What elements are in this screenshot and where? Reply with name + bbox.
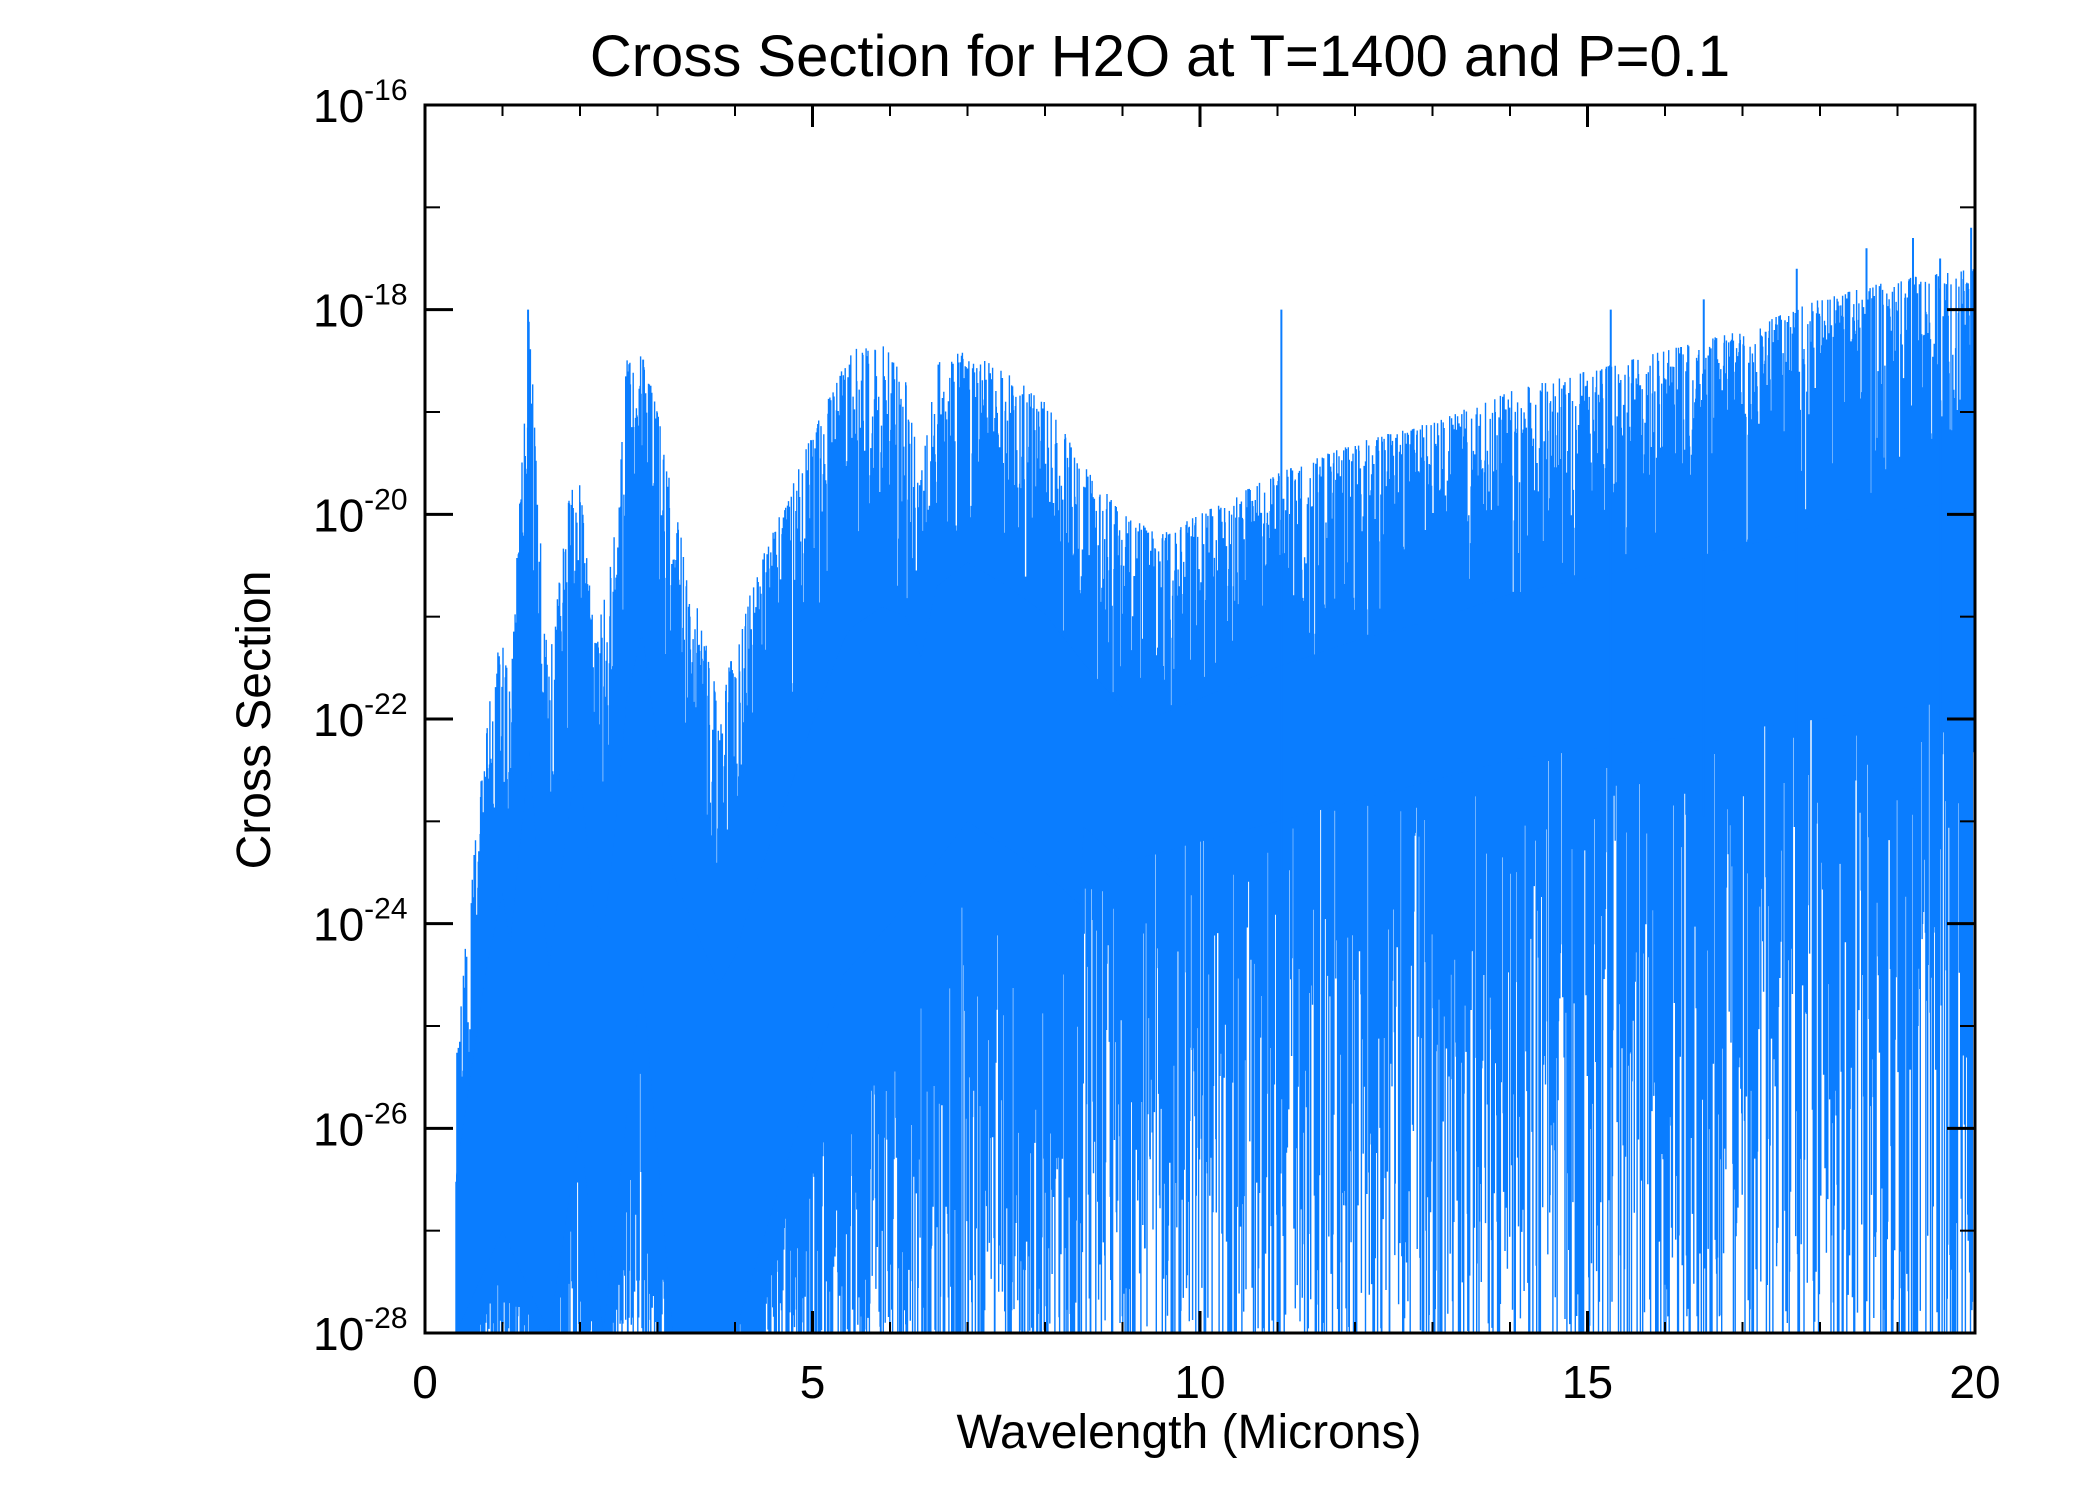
y-axis-label: Cross Section [228, 571, 281, 870]
chart-title: Cross Section for H2O at T=1400 and P=0.… [590, 24, 1730, 89]
y-tick-label: 10-26 [313, 1097, 408, 1155]
x-tick-label: 15 [1562, 1356, 1613, 1408]
y-tick-label: 10-24 [313, 893, 408, 951]
x-tick-label: 10 [1174, 1356, 1225, 1408]
y-tick-label: 10-16 [313, 74, 408, 132]
axes: 0 5 10 15 20 10-16 10-18 10-20 10-22 10-24 10-26 10… [313, 74, 2001, 1408]
x-tick-label: 0 [412, 1356, 438, 1408]
y-tick-label: 10-20 [313, 483, 408, 541]
y-tick-label: 10-18 [313, 279, 408, 337]
x-tick-label: 5 [800, 1356, 826, 1408]
x-axis-label: Wavelength (Microns) [956, 1406, 1421, 1459]
y-tick-label: 10-28 [313, 1302, 408, 1360]
spectrum-core [456, 499, 1972, 1333]
x-tick-label: 20 [1949, 1356, 2000, 1408]
y-tick-label: 10-22 [313, 688, 408, 746]
